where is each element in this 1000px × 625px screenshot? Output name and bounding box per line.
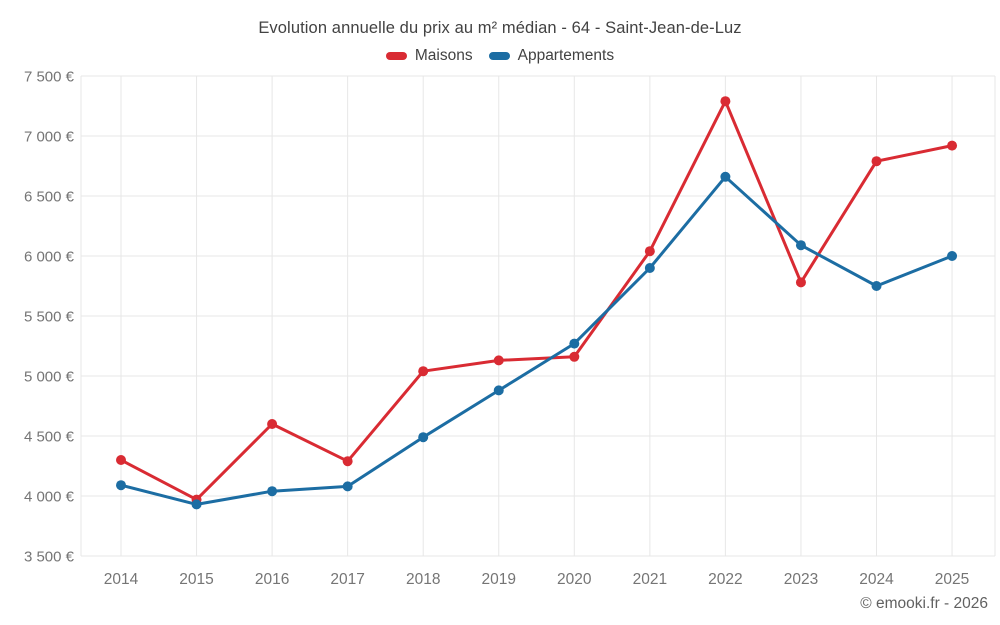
data-point-appartements-2021[interactable] (644, 263, 655, 273)
x-axis-tick-label: 2016 (255, 571, 289, 588)
data-point-maisons-2025[interactable] (947, 140, 958, 151)
x-axis-tick-label: 2018 (406, 571, 440, 588)
data-point-maisons-2019[interactable] (493, 355, 504, 366)
y-axis-tick-label: 4 000 € (24, 489, 75, 506)
x-axis-tick-label: 2017 (330, 571, 364, 588)
data-point-appartements-2018[interactable] (418, 432, 429, 443)
data-point-appartements-2023[interactable] (795, 240, 806, 251)
chart-legend: Maisons Appartements (0, 47, 1000, 65)
y-axis-tick-label: 7 500 € (24, 69, 75, 86)
data-point-maisons-2014[interactable] (116, 455, 126, 465)
legend-item-maisons[interactable]: Maisons (385, 47, 473, 65)
x-axis-tick-label: 2024 (859, 571, 894, 588)
data-point-maisons-2024[interactable] (871, 156, 882, 167)
data-point-appartements-2017[interactable] (342, 481, 353, 492)
y-axis-tick-label: 7 000 € (24, 129, 75, 146)
data-point-appartements-2014[interactable] (116, 480, 126, 491)
x-axis-tick-label: 2025 (935, 571, 969, 588)
data-point-maisons-2018[interactable] (418, 366, 429, 377)
y-axis-tick-label: 6 500 € (24, 189, 75, 206)
y-axis-tick-label: 5 500 € (24, 309, 75, 326)
data-point-maisons-2022[interactable] (720, 96, 731, 107)
x-axis-tick-label: 2023 (784, 571, 818, 588)
appartements-series-swatch (488, 52, 510, 60)
data-point-appartements-2024[interactable] (871, 281, 882, 291)
x-axis-tick-label: 2021 (633, 571, 667, 588)
x-axis-tick-label: 2015 (179, 571, 213, 588)
legend-item-label: Appartements (517, 47, 615, 64)
data-point-appartements-2020[interactable] (569, 338, 580, 349)
chart-title: Evolution annuelle du prix au m² médian … (258, 19, 742, 37)
x-axis-tick-label: 2020 (557, 571, 592, 588)
data-point-maisons-2021[interactable] (644, 246, 655, 257)
data-point-maisons-2016[interactable] (267, 419, 278, 429)
series-line-appartements (119, 175, 954, 506)
data-point-maisons-2020[interactable] (569, 351, 580, 362)
data-point-appartements-2016[interactable] (267, 486, 278, 497)
x-axis-tick-label: 2019 (482, 571, 516, 588)
data-point-appartements-2019[interactable] (493, 385, 504, 396)
x-axis-tick-label: 2022 (708, 571, 742, 588)
series-line-maisons (119, 99, 954, 502)
legend-item-label: Maisons (414, 47, 473, 64)
data-point-maisons-2023[interactable] (795, 277, 806, 288)
copyright-footer: © emooki.fr - 2026 (860, 595, 988, 612)
data-point-appartements-2015[interactable] (191, 499, 202, 510)
legend-item-appartements[interactable]: Appartements (488, 47, 615, 65)
y-axis-tick-label: 6 000 € (24, 249, 75, 266)
maisons-series-swatch (385, 52, 407, 60)
y-axis-tick-label: 3 500 € (24, 549, 75, 566)
y-axis-tick-label: 5 000 € (24, 369, 75, 386)
data-point-appartements-2025[interactable] (947, 251, 958, 261)
data-point-appartements-2022[interactable] (720, 171, 731, 182)
data-point-maisons-2017[interactable] (342, 456, 353, 467)
y-axis-tick-label: 4 500 € (24, 429, 75, 446)
x-axis-tick-label: 2014 (104, 571, 139, 588)
